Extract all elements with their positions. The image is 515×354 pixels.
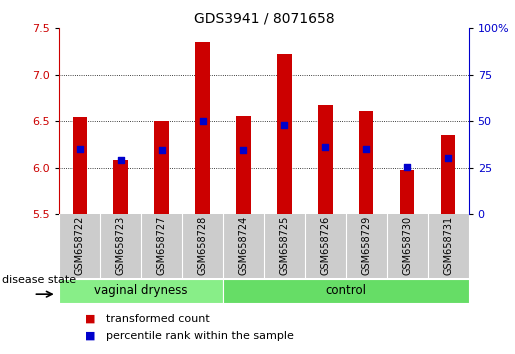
Text: GSM658723: GSM658723: [116, 216, 126, 275]
Bar: [154, 121, 169, 214]
Text: GSM658731: GSM658731: [443, 216, 453, 275]
Point: [403, 164, 411, 170]
Text: percentile rank within the sample: percentile rank within the sample: [106, 331, 294, 341]
Text: GSM658728: GSM658728: [198, 216, 208, 275]
Text: GSM658729: GSM658729: [362, 216, 371, 275]
Point: [321, 144, 330, 150]
Bar: [318, 105, 333, 214]
Bar: [441, 135, 455, 214]
Text: GSM658727: GSM658727: [157, 216, 166, 275]
Bar: [277, 54, 291, 214]
Point: [158, 147, 166, 153]
Text: GSM658722: GSM658722: [75, 216, 84, 275]
Bar: [236, 116, 251, 214]
Bar: [359, 111, 373, 214]
Text: ■: ■: [85, 331, 95, 341]
Bar: [400, 170, 415, 214]
Bar: [195, 42, 210, 214]
Point: [116, 158, 125, 163]
Bar: [59, 279, 223, 303]
Point: [239, 147, 248, 153]
Bar: [73, 116, 87, 214]
Bar: [223, 279, 469, 303]
Text: disease state: disease state: [2, 275, 76, 285]
Title: GDS3941 / 8071658: GDS3941 / 8071658: [194, 12, 334, 26]
Point: [280, 122, 288, 128]
Text: GSM658725: GSM658725: [280, 216, 289, 275]
Text: vaginal dryness: vaginal dryness: [94, 284, 188, 297]
Point: [444, 155, 452, 161]
Text: GSM658726: GSM658726: [320, 216, 330, 275]
Text: ■: ■: [85, 314, 95, 324]
Text: GSM658730: GSM658730: [402, 216, 412, 275]
Text: control: control: [325, 284, 366, 297]
Point: [76, 146, 84, 152]
Point: [198, 118, 207, 124]
Point: [362, 146, 370, 152]
Text: transformed count: transformed count: [106, 314, 209, 324]
Bar: [113, 160, 128, 214]
Text: GSM658724: GSM658724: [238, 216, 248, 275]
